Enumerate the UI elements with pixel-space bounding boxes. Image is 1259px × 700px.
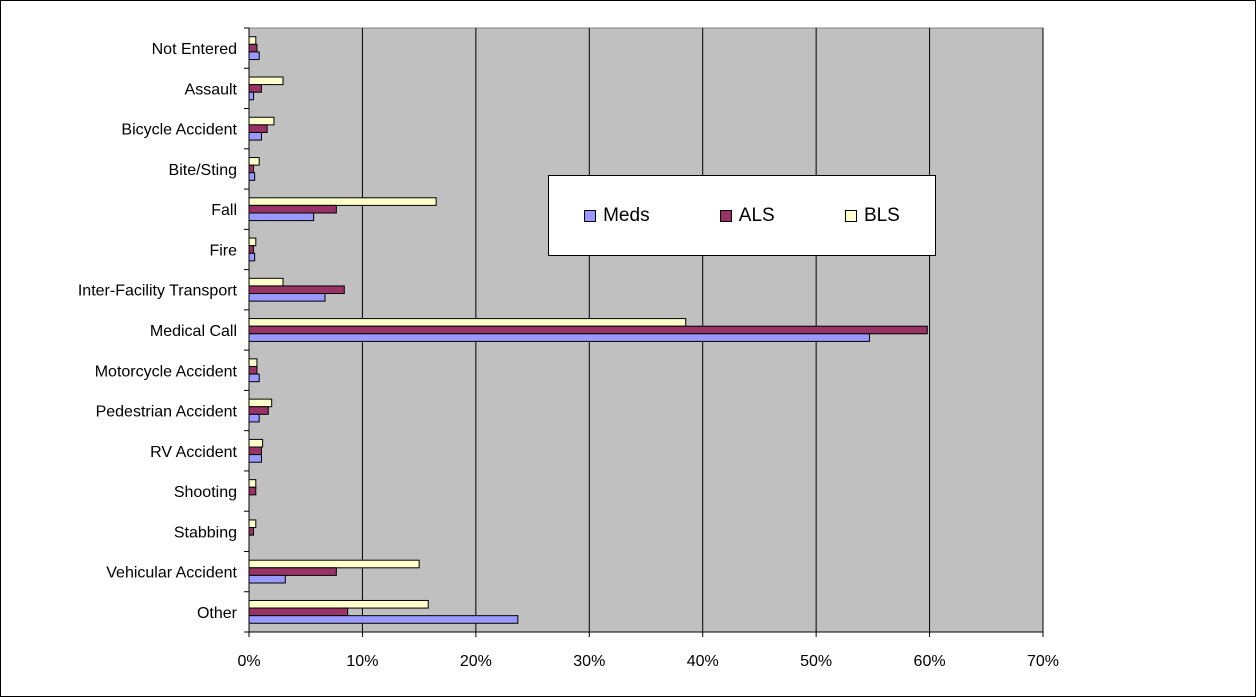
bar-als-bicycle-accident [248,124,268,133]
bar-als-other [248,607,349,617]
y-tick-label: Vehicular Accident [106,565,237,582]
legend-item-meds: Meds [584,204,650,227]
x-tick-label: 70% [1027,653,1059,670]
bar-als-vehicular-accident [248,567,337,576]
bar-als-fire [248,245,255,254]
bar-bls-not-entered [248,36,257,45]
y-tick-label: Pedestrian Accident [96,404,238,421]
bar-meds-vehicular-accident [248,574,286,584]
legend-item-bls: BLS [844,204,900,227]
bar-bls-medical-call [248,318,687,327]
bar-als-fall [248,204,337,214]
bar-bls-fall [248,197,437,206]
bar-bls-vehicular-accident [248,559,420,569]
bar-als-bite-sting [248,164,255,174]
bar-bls-rv-accident [248,438,264,448]
bar-als-pedestrian-accident [248,406,269,415]
bars [248,36,928,624]
bar-als-assault [248,84,262,93]
legend-label-meds: Meds [603,204,650,226]
y-tick-label: Bite/Sting [169,162,237,179]
bar-als-motorcycle-accident [248,365,258,375]
bar-meds-other [248,615,519,624]
x-tick-label: 40% [687,653,719,670]
bar-bls-bicycle-accident [248,116,275,126]
bar-als-not-entered [248,43,258,53]
x-tick-label: 30% [573,653,605,670]
bar-meds-pedestrian-accident [248,413,260,423]
bar-meds-medical-call [248,333,870,342]
bar-als-inter-facility-transport [248,285,345,295]
legend-item-als: ALS [719,204,775,227]
bar-bls-bite-sting [248,157,260,166]
y-tick-label: Motorcycle Accident [95,363,238,380]
bar-bls-pedestrian-accident [248,398,273,408]
y-tick-label: Fall [211,202,237,219]
y-tick-label: Stabbing [174,524,237,541]
legend-label-als: ALS [738,204,775,226]
axes [244,27,1044,637]
bar-als-stabbing [248,527,255,536]
bar-meds-not-entered [248,51,260,61]
bar-meds-bicycle-accident [248,131,262,141]
x-tick-label: 60% [914,653,946,670]
y-tick-label: Inter-Facility Transport [78,283,238,300]
legend-swatch-meds [584,209,597,222]
y-tick-label: Other [197,605,238,622]
legend: Meds ALS BLS [548,175,936,256]
legend-label-bls: BLS [863,204,900,226]
bar-bls-inter-facility-transport [248,277,284,287]
y-tick-label: Bicycle Accident [121,122,237,139]
x-tick-label: 0% [237,653,260,670]
x-tick-label: 20% [460,653,492,670]
tick-labels: Not Entered Assault Bicycle Accident Bite/S… [78,41,1059,670]
y-tick-label: Fire [209,242,237,259]
bar-bls-motorcycle-accident [248,358,258,367]
bar-bls-other [248,599,429,609]
y-tick-label: RV Accident [150,444,237,461]
bar-meds-bite-sting [248,172,256,181]
y-tick-label: Medical Call [150,323,237,340]
bar-meds-rv-accident [248,454,262,463]
bar-als-shooting [248,486,257,496]
y-tick-label: Assault [185,81,238,98]
bar-bls-assault [248,76,284,86]
y-tick-label: Shooting [174,484,237,501]
legend-swatch-bls [844,209,857,222]
bar-als-rv-accident [248,446,262,456]
x-tick-label: 50% [800,653,832,670]
legend-swatch-als [719,209,732,222]
bar-meds-fall [248,212,315,222]
y-tick-label: Not Entered [152,41,237,58]
x-tick-label: 10% [346,653,378,670]
bar-meds-inter-facility-transport [248,293,326,302]
bar-meds-fire [248,252,256,262]
bar-meds-assault [248,91,255,101]
bar-bls-stabbing [248,519,257,529]
bar-bls-fire [248,237,257,247]
bar-meds-motorcycle-accident [248,373,260,383]
bar-als-medical-call [248,325,928,335]
bar-bls-shooting [248,479,257,488]
